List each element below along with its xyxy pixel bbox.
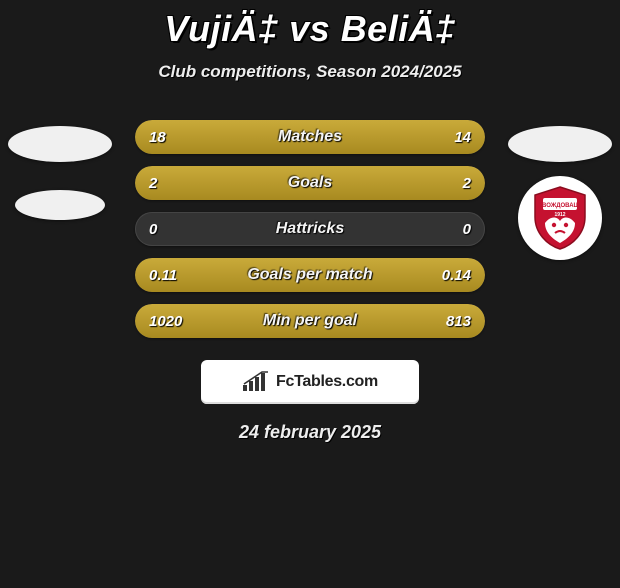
stat-right-value: 0.14 — [442, 267, 471, 284]
stat-fill-left — [135, 166, 310, 200]
page-title: VujiÄ‡ vs BeliÄ‡ — [0, 8, 620, 50]
stat-right-value: 813 — [446, 313, 471, 330]
stat-label: Goals — [288, 174, 332, 192]
stat-label: Matches — [278, 128, 342, 146]
stat-row-goals-per-match: 0.11 Goals per match 0.14 — [135, 258, 485, 292]
stat-left-value: 1020 — [149, 313, 182, 330]
stat-row-matches: 18 Matches 14 — [135, 120, 485, 154]
shield-icon: ВОЖДОВАЦ 1912 — [525, 183, 595, 253]
attribution-text: FcTables.com — [276, 373, 378, 391]
left-team-badges — [8, 126, 112, 220]
bar-chart-icon — [242, 371, 270, 393]
stat-right-value: 2 — [463, 175, 471, 192]
svg-text:1912: 1912 — [554, 212, 565, 218]
stat-left-value: 2 — [149, 175, 157, 192]
stat-label: Hattricks — [276, 220, 344, 238]
stat-fill-right — [310, 166, 485, 200]
stat-row-goals: 2 Goals 2 — [135, 166, 485, 200]
stat-row-min-per-goal: 1020 Min per goal 813 — [135, 304, 485, 338]
attribution-badge: FcTables.com — [201, 360, 419, 404]
stat-left-value: 0.11 — [149, 267, 177, 284]
stat-label: Goals per match — [247, 266, 372, 284]
stat-right-value: 0 — [463, 221, 471, 238]
stat-right-value: 14 — [454, 129, 471, 146]
date-text: 24 february 2025 — [0, 422, 620, 443]
left-player-badge-2 — [15, 190, 105, 220]
stat-left-value: 0 — [149, 221, 157, 238]
stats-container: 18 Matches 14 2 Goals 2 0 Hattricks 0 0.… — [135, 120, 485, 338]
left-player-badge-1 — [8, 126, 112, 162]
subtitle: Club competitions, Season 2024/2025 — [0, 62, 620, 82]
stat-label: Min per goal — [263, 312, 357, 330]
right-team-badges: ВОЖДОВАЦ 1912 — [508, 126, 612, 260]
svg-text:ВОЖДОВАЦ: ВОЖДОВАЦ — [542, 203, 579, 209]
stat-row-hattricks: 0 Hattricks 0 — [135, 212, 485, 246]
right-player-badge-1 — [508, 126, 612, 162]
right-club-crest: ВОЖДОВАЦ 1912 — [518, 176, 602, 260]
stat-left-value: 18 — [149, 129, 166, 146]
